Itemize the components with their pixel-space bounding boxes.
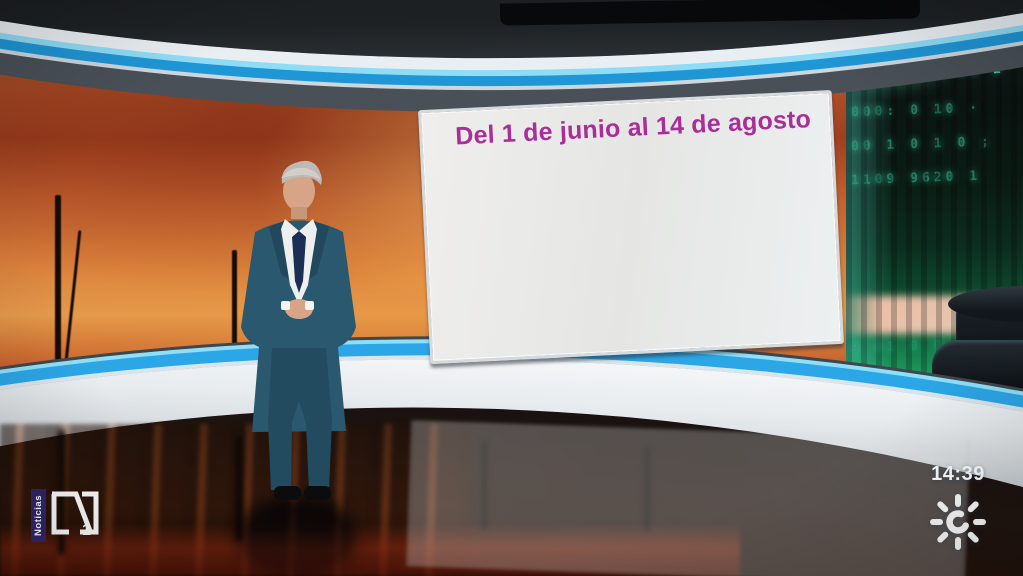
presenter-reflection xyxy=(238,498,356,576)
stats-panel: Del 1 de junio al 14 de agosto xyxy=(418,90,844,364)
n1-digit: 1 xyxy=(82,522,91,539)
floor-panel-reflection: Del 1 de junio al 14 de agosto xyxy=(386,419,995,576)
canal-sur-sun-icon xyxy=(930,494,986,550)
noticias-label: Noticias xyxy=(33,495,44,536)
news-presenter xyxy=(241,160,356,500)
n1-logo-icon: 1 xyxy=(51,491,99,539)
tree-reflection xyxy=(482,440,487,530)
noticias-vertical-badge: Noticias xyxy=(31,489,46,542)
burnt-tree-silhouette xyxy=(232,250,237,400)
tree-reflection xyxy=(645,446,650,531)
burnt-tree-silhouette xyxy=(55,195,61,400)
floor-red-reflection-band xyxy=(0,524,740,576)
clock: 14:39 xyxy=(931,463,985,485)
studio-pedestal-base xyxy=(932,340,1023,404)
panel-columns: POLICÍA NACIONAL xyxy=(428,98,845,316)
burnt-tree-silhouette xyxy=(61,230,82,390)
tree-reflection xyxy=(236,436,242,541)
burnt-tree-silhouette xyxy=(648,310,651,410)
